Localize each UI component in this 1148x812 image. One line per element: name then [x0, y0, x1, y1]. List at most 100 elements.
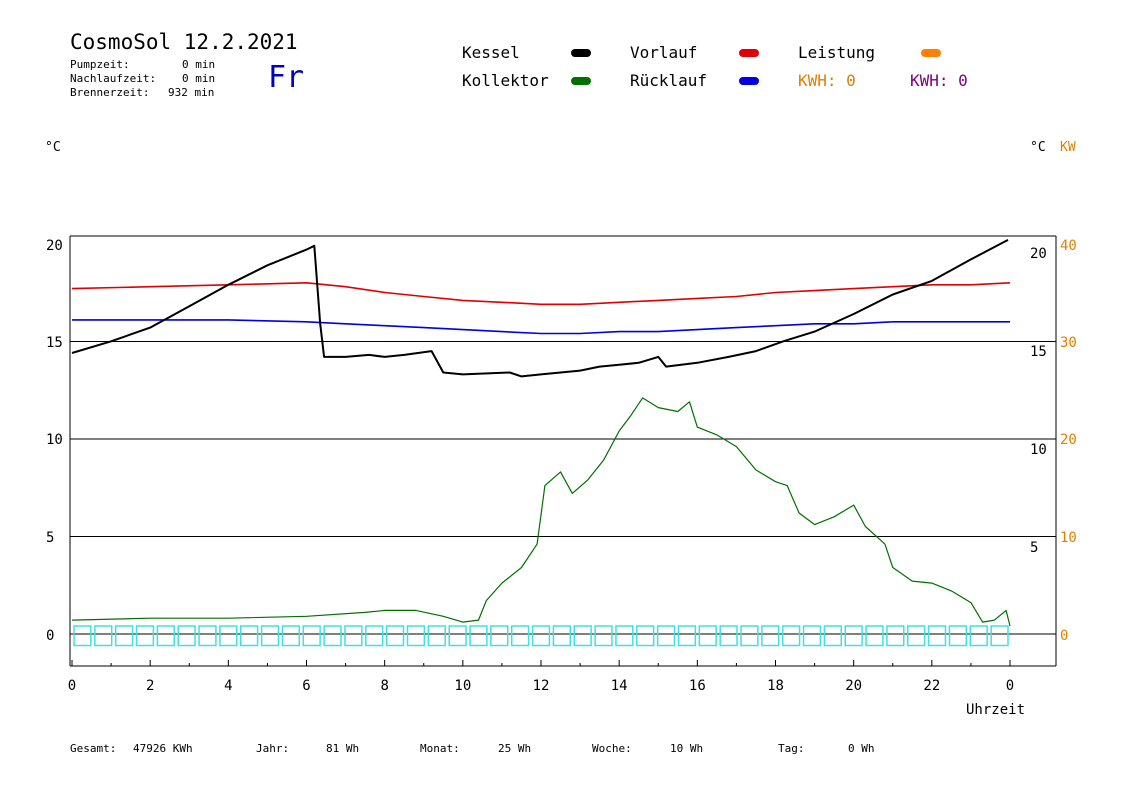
- series-group: [71, 239, 1011, 647]
- pump-pulse: [886, 625, 905, 647]
- stat-label: Brennerzeit:: [70, 86, 150, 99]
- legend-ruecklauf-swatch: [739, 77, 759, 85]
- y-tick-label-left: 0: [46, 628, 54, 644]
- pump-pulse: [823, 625, 842, 647]
- y-tick-label-right-kw: 0: [1060, 628, 1068, 644]
- series-line-vorlauf: [71, 281, 1011, 306]
- legend-ruecklauf-label: Rücklauf: [630, 71, 708, 90]
- footer-woche-value: 10 Wh: [670, 742, 704, 755]
- pump-pulse: [615, 625, 634, 647]
- pump-pulse: [385, 625, 405, 647]
- footer-gesamt-label: Gesamt:: [70, 742, 117, 755]
- x-tick-label: 22: [923, 678, 940, 694]
- y-tick-label-right-c: 20: [1030, 246, 1047, 262]
- x-axis-label: Uhrzeit: [966, 702, 1025, 718]
- weekday-label: Fr: [268, 60, 305, 95]
- stat-brennerzeit: Brennerzeit:: [70, 86, 149, 99]
- stat-label: Pumpzeit:: [70, 58, 130, 71]
- series-line-kollektor: [71, 397, 1011, 627]
- x-tick-label: 18: [767, 678, 784, 694]
- pump-pulse: [531, 625, 551, 647]
- y-tick-label-right-kw: 10: [1060, 530, 1077, 546]
- footer-gesamt-value: 47926 KWh: [133, 742, 193, 755]
- footer-woche-label: Woche:: [592, 742, 632, 755]
- footer-tag-value: 0 Wh: [848, 742, 875, 755]
- x-tick-label: 6: [302, 678, 310, 694]
- legend-vorlauf-label: Vorlauf: [630, 43, 698, 62]
- pump-pulse: [365, 625, 384, 647]
- pump-pulse: [677, 625, 697, 647]
- y-tick-label-right-c: 5: [1030, 540, 1038, 556]
- x-tick-label: 0: [1006, 678, 1014, 694]
- pump-pulse: [656, 625, 676, 647]
- pump-pulse: [406, 625, 426, 647]
- pump-pulse: [719, 625, 738, 647]
- pump-pulse: [594, 625, 613, 647]
- pump-pulse: [427, 625, 446, 647]
- stat-nachlaufzeit-value: 0 min: [182, 72, 216, 85]
- y-tick-label-left: 15: [46, 335, 63, 351]
- pump-pulse: [94, 625, 113, 647]
- legend-leistung-swatch: [921, 49, 941, 57]
- stat-pumpzeit-value: 0 min: [182, 58, 216, 71]
- legend-vorlauf-swatch: [739, 49, 759, 57]
- x-tick-label: 0: [68, 678, 76, 694]
- x-tick-label: 14: [611, 678, 628, 694]
- pump-pulse: [302, 625, 321, 647]
- x-tick-label: 2: [146, 678, 154, 694]
- left-unit-label: °C: [45, 140, 61, 155]
- legend-kessel-label: Kessel: [462, 43, 520, 62]
- pump-pulse: [448, 625, 467, 647]
- x-tick-label: 16: [689, 678, 706, 694]
- pump-pulse: [781, 625, 801, 647]
- grid: [69, 235, 1057, 667]
- pump-pulse: [281, 625, 301, 647]
- series-line-kessel: [71, 239, 1009, 378]
- pump-pulse: [510, 625, 530, 647]
- pump-pulse: [135, 625, 155, 647]
- pump-pulse: [469, 625, 488, 647]
- y-tick-label-right-kw: 30: [1060, 335, 1077, 351]
- pump-pulse: [907, 625, 926, 647]
- pump-pulse: [219, 625, 238, 647]
- stat-nachlaufzeit: Nachlaufzeit:: [70, 72, 156, 85]
- y-tick-label-right-kw: 20: [1060, 432, 1077, 448]
- x-tick-label: 12: [533, 678, 550, 694]
- right-unit-kw-label: KW: [1060, 140, 1076, 155]
- pump-pulse: [73, 625, 92, 647]
- pump-pulse: [323, 625, 342, 647]
- pump-pulse: [156, 625, 175, 647]
- x-tick-label: 20: [845, 678, 862, 694]
- pump-pulse: [636, 625, 655, 647]
- legend-kollektor-label: Kollektor: [462, 71, 549, 90]
- pump-pulse: [927, 625, 947, 647]
- pump-pulse: [177, 625, 196, 647]
- y-tick-label-left: 5: [46, 530, 54, 546]
- footer-jahr-value: 81 Wh: [326, 742, 360, 755]
- right-unit-c-label: °C: [1030, 140, 1046, 155]
- pump-pulse: [573, 625, 592, 647]
- legend-kwh-purple: KWH: 0: [910, 71, 968, 90]
- legend-kollektor-swatch: [571, 77, 591, 85]
- pump-pulse: [802, 625, 822, 647]
- pump-pulse: [740, 625, 759, 647]
- pump-pulse: [260, 625, 280, 647]
- ticks: 0 5 10 15 20 5 10 15 20 0 10 20 30 40 0 2 4 6 8 10 12 14 16 18 2…: [46, 238, 1077, 694]
- y-tick-label-right-c: 10: [1030, 442, 1047, 458]
- x-tick-label: 10: [454, 678, 471, 694]
- pump-pulse: [490, 625, 509, 647]
- pump-pulse: [844, 625, 863, 647]
- legend-kessel-swatch: [571, 49, 591, 57]
- y-tick-label-right-c: 15: [1030, 344, 1047, 360]
- pump-pulse: [969, 625, 988, 647]
- legend-leistung-label: Leistung: [798, 43, 876, 62]
- pump-pulse: [698, 625, 717, 647]
- pump-pulse: [865, 625, 884, 647]
- y-tick-label-left: 10: [46, 432, 63, 448]
- stat-pumpzeit: Pumpzeit:: [70, 58, 130, 71]
- pump-pulse: [114, 625, 134, 647]
- x-tick-label: 4: [224, 678, 232, 694]
- footer-monat-label: Monat:: [420, 742, 460, 755]
- pump-pulse: [344, 625, 363, 647]
